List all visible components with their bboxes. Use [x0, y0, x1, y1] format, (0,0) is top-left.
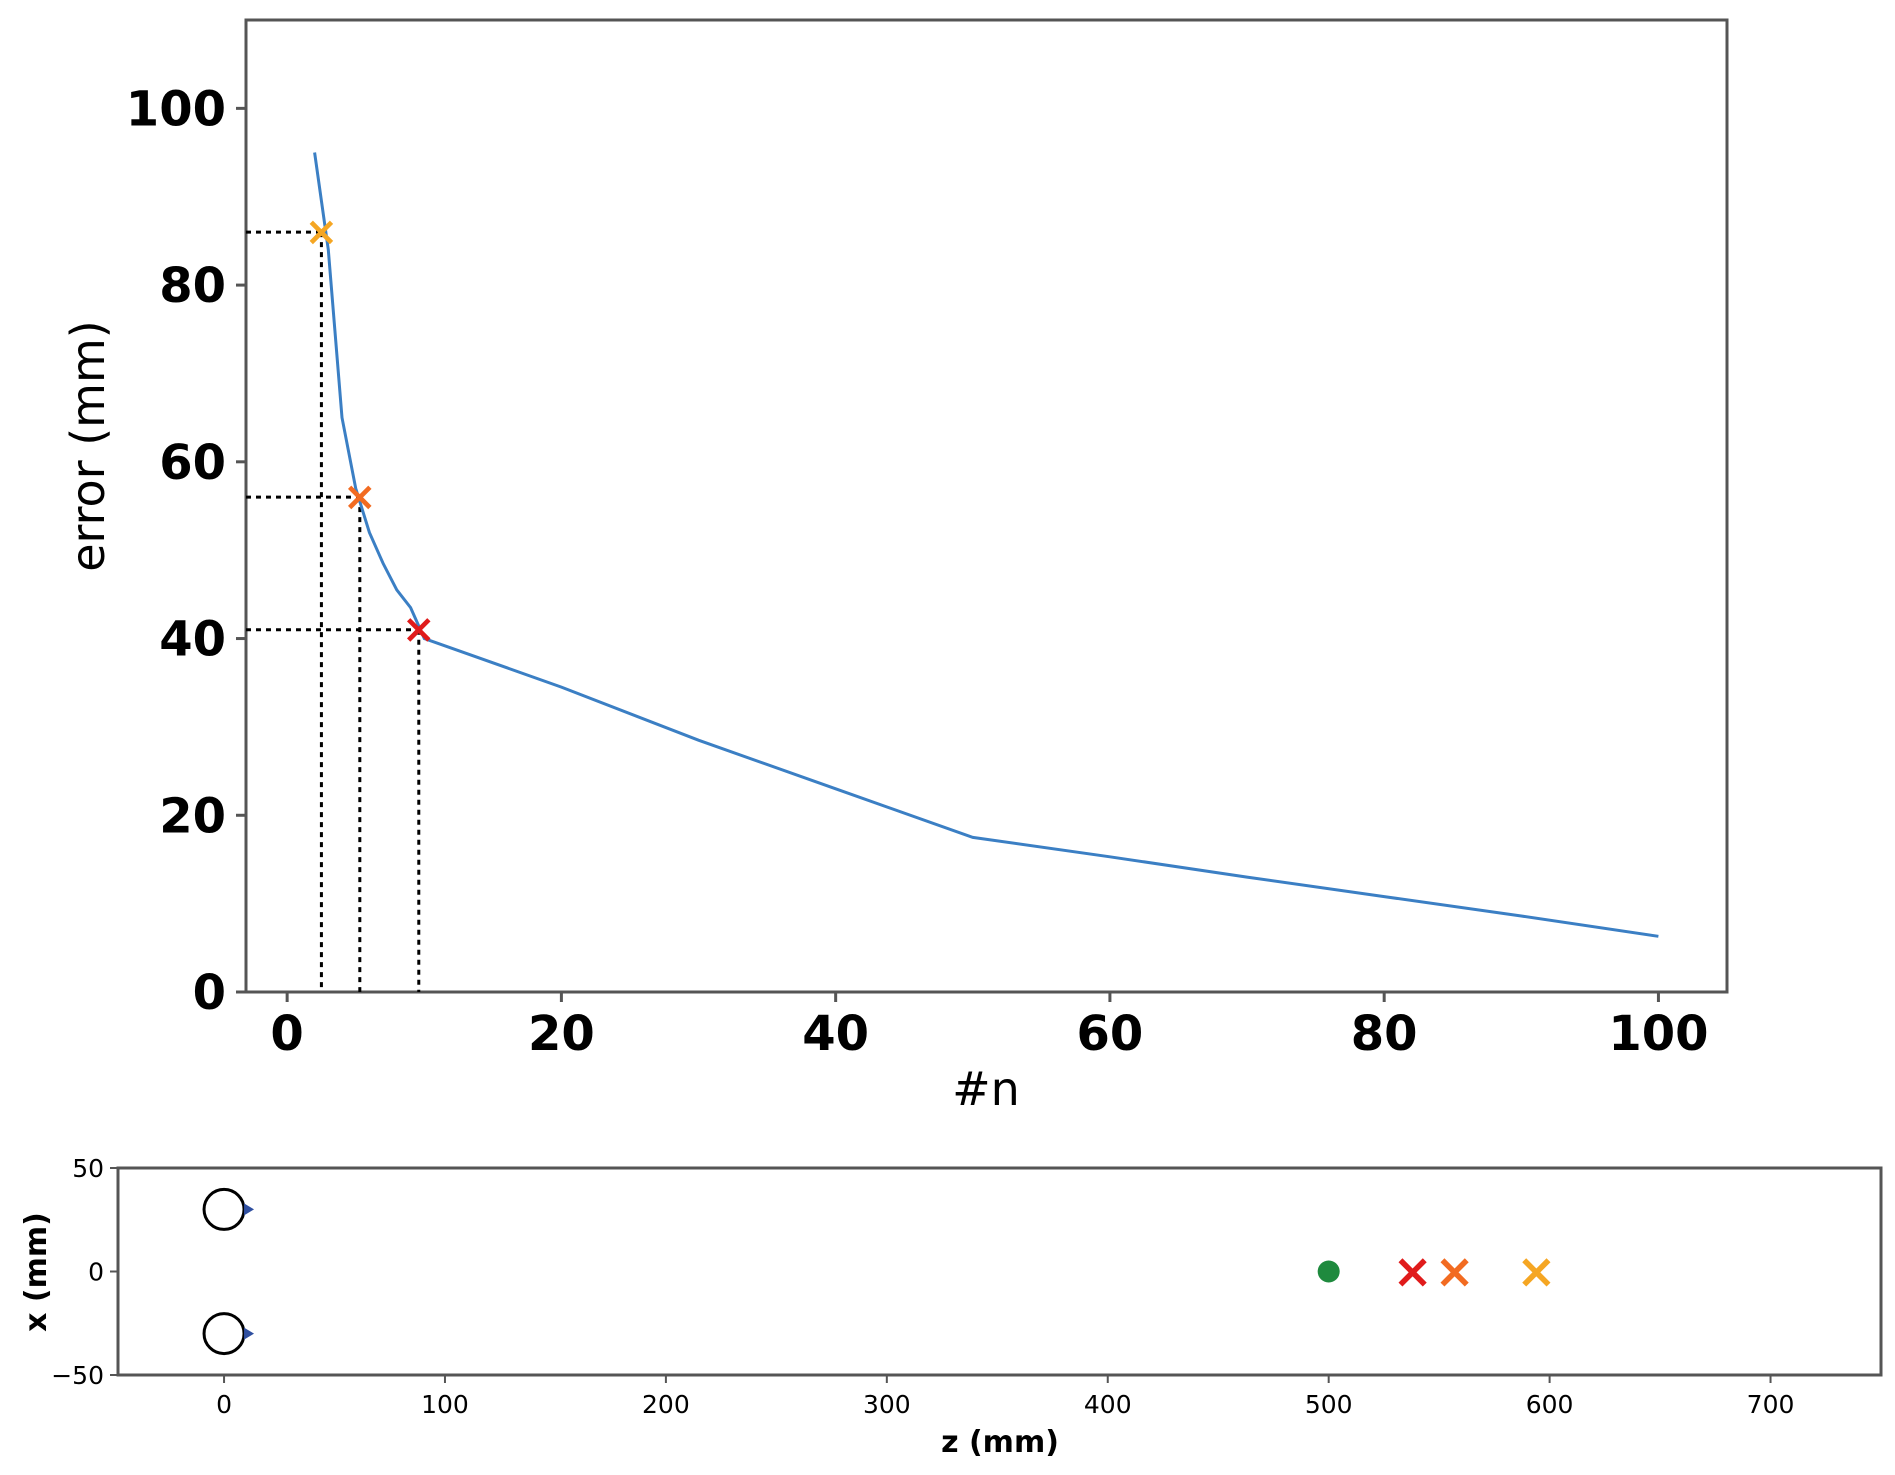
top-y-tick-label-4: 80 — [159, 258, 226, 314]
top-x-axis-label: #n — [952, 1062, 1020, 1116]
bottom-y-axis-label: x (mm) — [19, 1212, 54, 1332]
camera-circle-1 — [202, 1312, 246, 1356]
bottom-y-tick-label-2: −50 — [51, 1361, 104, 1390]
top-x-tick-label-4: 80 — [1351, 1006, 1418, 1062]
bottom-y-ticks: 50 0 −50 — [51, 1154, 118, 1390]
top-y-tick-label-5: 100 — [126, 81, 226, 137]
bottom-x-tick-label-2: 200 — [642, 1390, 690, 1419]
top-y-axis-label: error (mm) — [61, 320, 115, 572]
top-plot-frame — [244, 18, 1729, 994]
bottom-x-ticks: 0 100 200 300 400 500 600 700 — [216, 1375, 1794, 1419]
camera-circle-0 — [202, 1187, 246, 1231]
bottom-plot-frame — [116, 1166, 1883, 1377]
bottom-x-tick-label-3: 300 — [863, 1390, 911, 1419]
scene-marks: × × × — [202, 1187, 1556, 1356]
estimate-x-marker-0: × — [1393, 1244, 1433, 1300]
top-x-tick-label-1: 20 — [528, 1006, 595, 1062]
scene-plot: × × × 0 100 200 300 400 500 600 700 500−50 z (mm)… — [19, 1154, 1883, 1460]
dotted-guide-lines — [246, 230, 421, 992]
bottom-y-tick-label-0: 50 — [72, 1154, 104, 1183]
error-curve — [313, 152, 1659, 938]
bottom-x-tick-label-5: 500 — [1305, 1390, 1353, 1419]
top-x-tick-label-2: 40 — [802, 1006, 869, 1062]
target-point — [1317, 1260, 1340, 1283]
top-x-ticks: 0 20 40 60 80 100 — [270, 992, 1709, 1062]
top-x-tick-label-3: 60 — [1077, 1006, 1144, 1062]
bottom-x-tick-label-1: 100 — [421, 1390, 469, 1419]
highlight-x-marker-1: × — [343, 474, 377, 520]
bottom-x-tick-label-4: 400 — [1084, 1390, 1132, 1419]
camera-direction-arrow-1 — [244, 1327, 255, 1340]
estimate-x-marker-1: × — [1435, 1244, 1475, 1300]
camera-direction-arrow-0 — [244, 1203, 255, 1216]
bottom-x-axis-label: z (mm) — [941, 1425, 1059, 1460]
top-y-tick-label-0: 0 — [193, 965, 226, 1021]
bottom-y-tick-label-1: 0 — [88, 1258, 104, 1287]
top-y-tick-label-3: 60 — [159, 435, 226, 491]
bottom-x-tick-label-6: 600 — [1526, 1390, 1574, 1419]
top-y-ticks: 0 20 40 60 80 100 — [126, 81, 246, 1021]
error-vs-n-plot: × × × 0 20 40 60 80 100 0 20 40 60 80 100 #n error (… — [61, 18, 1729, 1116]
bottom-x-tick-label-7: 700 — [1747, 1390, 1795, 1419]
highlight-x-marker-0: × — [305, 209, 339, 255]
estimate-x-marker-2: × — [1516, 1244, 1556, 1300]
bottom-x-tick-label-0: 0 — [216, 1390, 232, 1419]
top-x-tick-label-5: 100 — [1608, 1006, 1708, 1062]
top-y-tick-label-1: 20 — [159, 788, 226, 844]
top-x-tick-label-0: 0 — [270, 1006, 303, 1062]
highlight-x-marker-2: × — [402, 607, 436, 653]
highlight-markers: × × × — [305, 209, 436, 653]
top-y-tick-label-2: 40 — [159, 612, 226, 668]
